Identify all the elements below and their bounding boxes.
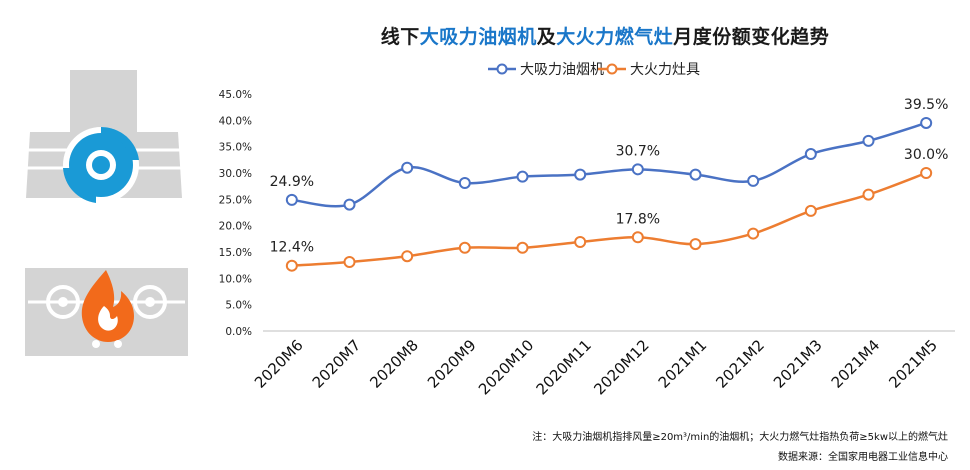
data-point-series1 xyxy=(574,168,587,181)
series-line-1 xyxy=(291,121,927,208)
y-tick-label: 10.0% xyxy=(219,273,252,285)
x-tick-label: 2020M8 xyxy=(366,336,422,392)
title-part: 月度份额变化趋势 xyxy=(673,26,830,48)
legend-item-series2: 大火力灶具 xyxy=(598,62,700,78)
x-tick-label: 2020M10 xyxy=(475,336,537,398)
y-tick-label: 5.0% xyxy=(225,300,252,312)
data-point-series1 xyxy=(401,161,414,174)
data-point-series2 xyxy=(804,204,817,217)
legend-label-series2: 大火力灶具 xyxy=(630,62,700,78)
data-point-series2 xyxy=(401,250,414,263)
data-label: 39.5% xyxy=(904,97,948,113)
data-point-series1 xyxy=(920,116,933,129)
x-tick-label: 2020M7 xyxy=(309,336,365,392)
data-label: 30.0% xyxy=(904,147,948,163)
x-tick-label: 2021M2 xyxy=(712,336,768,392)
data-point-series2 xyxy=(862,188,875,201)
data-label: 30.7% xyxy=(616,143,660,159)
title-part: 线下 xyxy=(380,26,420,48)
x-tick-label: 2021M4 xyxy=(828,336,884,392)
y-tick-label: 20.0% xyxy=(219,221,252,233)
range-hood-icon xyxy=(26,70,182,203)
x-axis: 2020M6 2020M7 2020M8 2020M92020M102020M1120… xyxy=(251,336,941,398)
data-point-series1 xyxy=(631,163,644,176)
x-tick-label: 2021M3 xyxy=(770,336,826,392)
legend-item-series1: 大吸力油烟机 xyxy=(488,62,604,78)
data-label: 17.8% xyxy=(616,211,660,227)
x-tick-label: 2020M6 xyxy=(251,336,307,392)
data-point-series1 xyxy=(285,193,298,206)
x-tick-label: 2021M1 xyxy=(655,336,711,392)
y-tick-label: 15.0% xyxy=(219,247,252,259)
y-tick-label: 35.0% xyxy=(219,142,252,154)
title-highlight-hood: 大吸力油烟机 xyxy=(419,26,537,48)
data-point-series1 xyxy=(804,148,817,161)
data-labels: 24.9% 30.7% 39.5% 12.4% 17.8% 30.0% xyxy=(270,97,949,256)
data-point-series1 xyxy=(747,174,760,187)
data-point-series1 xyxy=(343,198,356,211)
data-point-series2 xyxy=(458,241,471,254)
data-point-series2 xyxy=(920,167,933,179)
title-highlight-stove: 大火力燃气灶 xyxy=(556,26,674,48)
y-tick-label: 45.0% xyxy=(219,89,252,101)
data-point-series1 xyxy=(862,134,875,147)
data-point-series1 xyxy=(458,177,471,190)
chart-title: 线下大吸力油烟机及大火力燃气灶月度份额变化趋势 xyxy=(0,22,970,49)
plot-area xyxy=(285,116,933,272)
data-point-series2 xyxy=(516,241,529,254)
y-tick-label: 0.0% xyxy=(225,326,252,338)
legend: 大吸力油烟机 大火力灶具 xyxy=(488,62,700,78)
x-tick-label: 2020M9 xyxy=(424,336,480,392)
data-point-series2 xyxy=(689,238,702,251)
title-part: 及 xyxy=(536,26,557,48)
data-point-series2 xyxy=(747,227,760,240)
gas-stove-icon xyxy=(25,268,188,356)
data-point-series1 xyxy=(689,168,702,181)
legend-label-series1: 大吸力油烟机 xyxy=(520,62,604,78)
data-source: 数据来源：全国家用电器工业信息中心 xyxy=(778,452,948,463)
y-tick-label: 40.0% xyxy=(219,115,252,127)
data-point-series2 xyxy=(343,256,356,269)
y-axis: 0.0% 5.0% 10.0% 15.0% 20.0% 25.0% 30.0% 35.0% 40… xyxy=(219,89,252,338)
data-point-series2 xyxy=(631,231,644,244)
y-tick-label: 25.0% xyxy=(219,194,252,206)
data-label: 24.9% xyxy=(270,174,314,190)
footnote: 注：大吸力油烟机指排风量≥20m³/min的油烟机；大火力燃气灶指热负荷≥5kw… xyxy=(532,432,948,443)
data-point-series2 xyxy=(285,259,298,272)
y-tick-label: 30.0% xyxy=(219,168,252,180)
data-label: 12.4% xyxy=(270,240,314,256)
data-point-series2 xyxy=(574,235,587,248)
series-line-2 xyxy=(291,171,927,267)
x-tick-label: 2020M11 xyxy=(533,336,595,398)
x-tick-label: 2020M12 xyxy=(590,336,652,398)
data-point-series1 xyxy=(516,170,529,183)
x-tick-label: 2021M5 xyxy=(885,336,941,392)
